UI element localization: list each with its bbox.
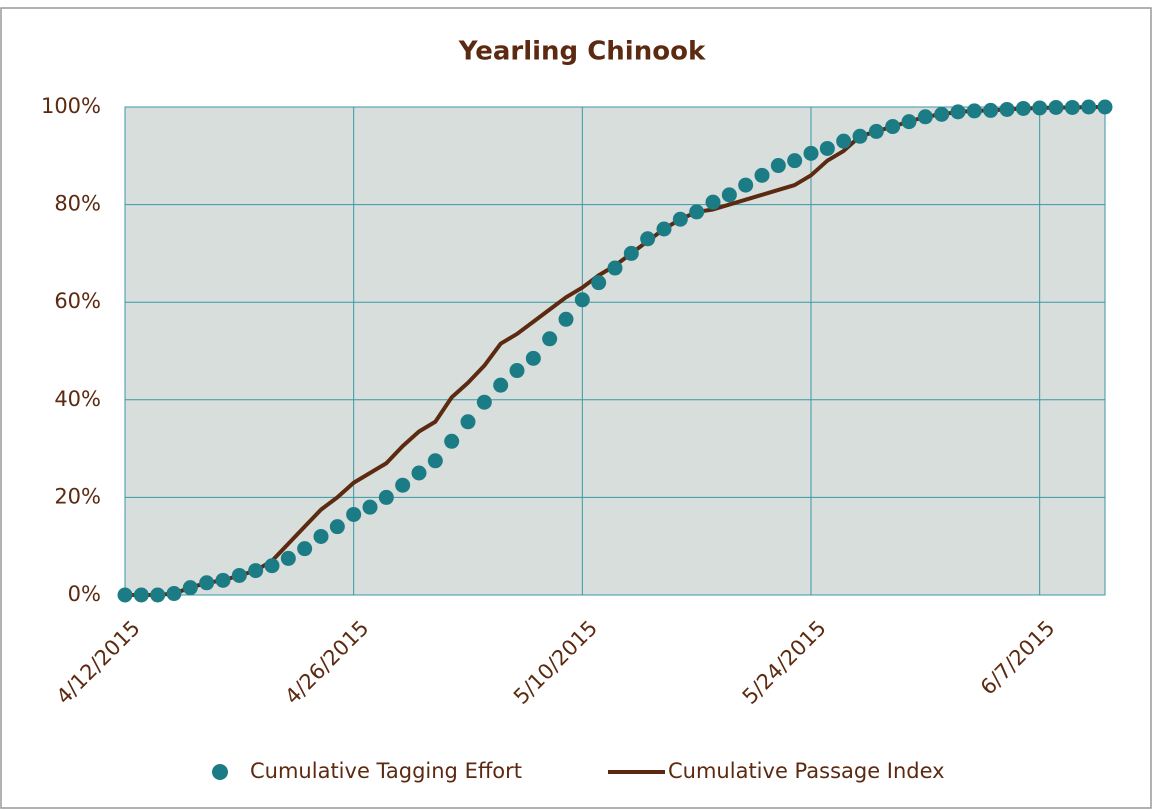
dot <box>607 260 623 276</box>
dot <box>934 106 950 122</box>
dot <box>901 114 917 130</box>
dot <box>721 187 737 203</box>
dot <box>509 363 525 379</box>
dot <box>672 211 688 227</box>
dot <box>591 275 607 291</box>
dot <box>248 563 264 579</box>
dot <box>917 109 933 125</box>
dot <box>362 499 378 515</box>
dot <box>558 311 574 327</box>
y-tick-label: 60% <box>54 289 101 313</box>
dot <box>738 177 754 193</box>
dot <box>787 153 803 169</box>
dot <box>1064 99 1080 115</box>
dot <box>182 580 198 596</box>
plot-area <box>124 106 1106 596</box>
dot <box>525 350 541 366</box>
dot <box>117 587 133 603</box>
dot <box>280 550 296 566</box>
dot <box>166 586 182 602</box>
dot <box>493 377 509 393</box>
y-tick-label: 80% <box>54 192 101 216</box>
dot <box>966 103 982 119</box>
y-tick-label: 40% <box>54 387 101 411</box>
dot <box>770 158 786 174</box>
dot <box>313 528 329 544</box>
dot <box>444 433 460 449</box>
y-tick-label: 100% <box>41 94 101 118</box>
legend-label: Cumulative Tagging Effort <box>250 759 522 783</box>
dot <box>754 167 770 183</box>
dot <box>1081 99 1097 115</box>
legend-label: Cumulative Passage Index <box>668 759 945 783</box>
dot <box>689 204 705 220</box>
dot <box>640 231 656 247</box>
dot <box>623 245 639 261</box>
dot <box>150 587 166 603</box>
dot <box>542 331 558 347</box>
dot <box>199 575 215 591</box>
dot <box>1032 100 1048 116</box>
dot <box>133 587 149 603</box>
dot <box>346 506 362 522</box>
dot <box>476 394 492 410</box>
dot <box>885 119 901 135</box>
dot <box>1097 99 1113 115</box>
dot <box>411 465 427 481</box>
dot <box>297 541 313 557</box>
dot <box>231 567 247 583</box>
dot <box>950 104 966 120</box>
dot <box>803 145 819 161</box>
dot <box>574 292 590 308</box>
dot <box>852 128 868 144</box>
dot <box>819 140 835 156</box>
dot <box>705 194 721 210</box>
dot <box>836 133 852 149</box>
dot <box>264 558 280 574</box>
chart-title: Yearling Chinook <box>458 37 706 67</box>
dot <box>1048 99 1064 115</box>
legend-marker <box>212 764 228 780</box>
dot <box>1015 100 1031 116</box>
dot <box>983 102 999 118</box>
dot <box>395 477 411 493</box>
dot <box>656 221 672 237</box>
dot <box>329 519 345 535</box>
y-tick-label: 20% <box>54 484 101 508</box>
dot <box>868 123 884 139</box>
dot <box>999 101 1015 117</box>
y-tick-label: 0% <box>68 582 101 606</box>
dot <box>215 572 231 588</box>
dot <box>460 414 476 430</box>
dot <box>378 489 394 505</box>
dot <box>427 453 443 469</box>
